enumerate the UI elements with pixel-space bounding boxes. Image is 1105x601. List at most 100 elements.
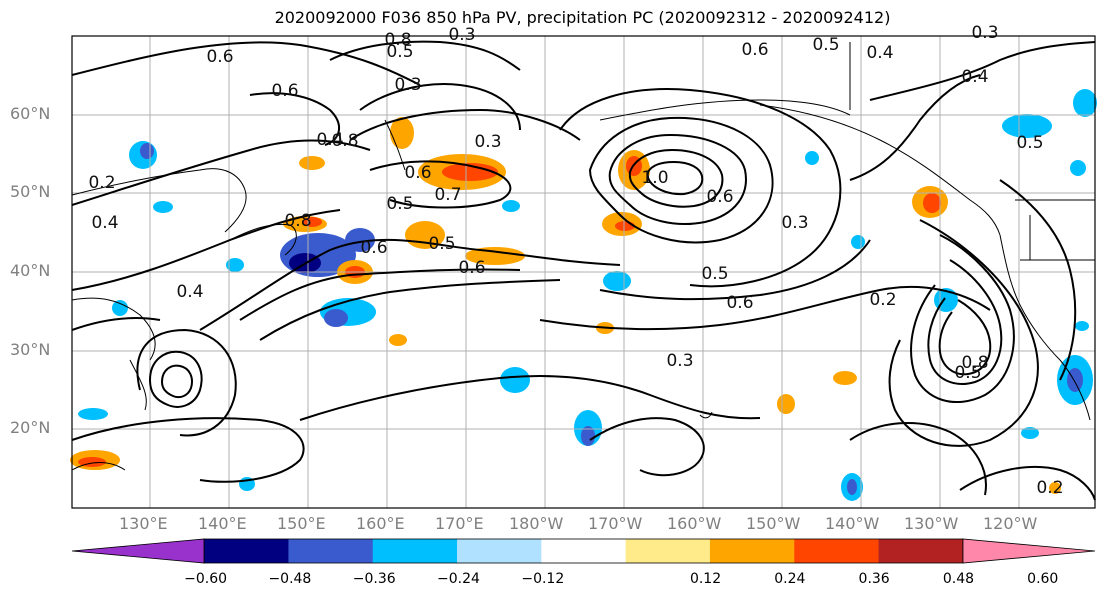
contour-label: 0.2 <box>1036 478 1063 498</box>
shade-patch <box>1002 114 1052 138</box>
lon-label: 140°W <box>825 514 880 533</box>
contour-line <box>369 160 512 209</box>
contour-label: 0.6 <box>458 258 485 278</box>
colorbar-tick-label: 0.36 <box>858 571 890 587</box>
contour-label: 0.8 <box>384 30 411 50</box>
shade-patch <box>442 163 498 181</box>
colorbar-extend-high <box>962 538 1096 564</box>
contour-label: 0.3 <box>448 25 475 45</box>
contour-label: 0.5 <box>954 363 981 383</box>
lon-label: 170°W <box>588 514 643 533</box>
contour-line <box>588 116 774 244</box>
contour-label: 0.5 <box>1016 133 1043 153</box>
coastlines <box>71 42 1095 471</box>
coastline <box>229 223 297 256</box>
contour-line <box>329 40 521 71</box>
contour-label: 0.6 <box>206 47 233 67</box>
contour-label: 0.2 <box>869 290 896 310</box>
contour-line <box>71 41 421 86</box>
lon-label: 140°E <box>198 514 247 533</box>
contour-line <box>608 133 747 225</box>
shade-patch <box>805 151 819 165</box>
shade-patch <box>226 258 244 272</box>
contour-line <box>888 219 1039 447</box>
colorbar-tick-label: 0.12 <box>689 571 722 587</box>
lat-label-20n: 20°N <box>10 418 51 437</box>
precipitation-shading <box>70 89 1097 501</box>
contour-line <box>71 317 161 331</box>
colorbar-tick-label: 0.24 <box>774 571 806 587</box>
contour-line <box>628 148 724 208</box>
shade-patch <box>603 271 631 291</box>
contour-line <box>849 74 981 181</box>
colorbar-bin <box>288 539 374 563</box>
shade-patch <box>1021 427 1039 439</box>
contour-label: 0.8 <box>284 211 311 231</box>
coastline <box>384 119 406 171</box>
lon-label: 150°W <box>746 514 801 533</box>
contour-line <box>239 268 521 321</box>
contour-label: 0.7 <box>434 185 461 205</box>
coastline <box>71 462 126 471</box>
coastline <box>599 99 851 121</box>
colorbar-tick-label: −0.60 <box>184 571 228 587</box>
shade-patch <box>78 408 108 420</box>
lat-label-50n: 50°N <box>10 182 51 201</box>
shade-patch <box>1073 89 1097 117</box>
shade-patch <box>1067 368 1083 392</box>
coastline <box>759 104 1001 236</box>
colorbar-outline <box>203 538 964 564</box>
contour-line <box>299 374 761 421</box>
lon-label: 120°W <box>983 514 1038 533</box>
contour-line <box>160 364 193 399</box>
map-title: 2020092000 F036 850 hPa PV, precipitatio… <box>274 8 891 27</box>
contour-line <box>938 299 992 376</box>
contour-line <box>559 88 842 288</box>
colorbar-bin <box>878 539 964 563</box>
contour-label: 0.6 <box>360 238 387 258</box>
lon-label: 160°W <box>667 514 722 533</box>
contour-line <box>589 417 705 477</box>
graticule <box>72 36 1095 508</box>
colorbar-tick-label: 0.48 <box>942 571 975 587</box>
contour-label: 0.5 <box>428 234 455 254</box>
shade-patch <box>851 235 865 249</box>
contour-line <box>259 279 561 341</box>
contour-label: 0.2 <box>88 173 115 193</box>
contour-label: 0.8 <box>331 131 358 151</box>
lon-label: 150°E <box>277 514 326 533</box>
colorbar-tick-label: −0.24 <box>437 571 480 587</box>
contour-line <box>136 328 237 437</box>
contour-line <box>71 209 341 291</box>
contour-label: 0.6 <box>726 293 753 313</box>
contour-label: 0.6 <box>706 187 733 207</box>
shade-patch <box>302 217 322 227</box>
contour-line <box>148 350 203 408</box>
coastline <box>999 234 1091 421</box>
contour-label: 0.8 <box>961 353 988 373</box>
lat-label-40n: 40°N <box>10 261 51 280</box>
map-frame <box>71 35 1096 509</box>
contour-label: 0.5 <box>386 194 413 214</box>
contour-label: 0.3 <box>474 132 501 152</box>
shade-patch <box>833 371 857 385</box>
coastline <box>129 359 147 411</box>
colorbar-tick-label: −0.36 <box>352 571 396 587</box>
contour-label: 0.3 <box>394 75 421 95</box>
contour-line <box>71 417 305 483</box>
shade-patch <box>847 479 857 495</box>
contour-label: 0.3 <box>666 351 693 371</box>
contour-label: 0.4 <box>316 130 343 150</box>
colorbar-bin <box>709 539 795 563</box>
contour-label-group: 0.60.30.80.50.40.30.60.80.20.40.30.60.70… <box>88 23 1063 498</box>
colorbar-bin <box>541 539 627 563</box>
colorbar-extend-low <box>71 538 205 564</box>
contour-line <box>249 92 340 146</box>
shade-patch <box>465 247 525 265</box>
shade-patch <box>502 200 520 212</box>
shade-patch <box>345 228 375 252</box>
shade-patch <box>324 309 348 327</box>
shade-patch <box>1070 160 1086 176</box>
colorbar-tick-label: −0.12 <box>521 571 565 587</box>
